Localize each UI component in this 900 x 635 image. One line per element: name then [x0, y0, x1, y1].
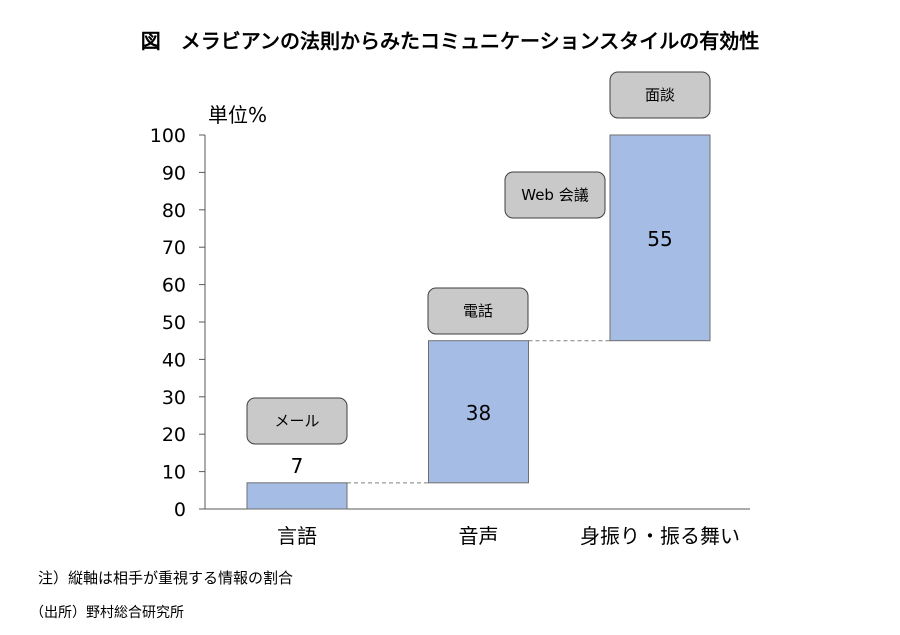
bar-1 — [246, 482, 348, 510]
y-tick-label: 50 — [162, 312, 186, 334]
data-label: 38 — [466, 401, 491, 425]
annotation-box: 電話 — [427, 287, 529, 335]
category-label: 身振り・振る舞い — [580, 524, 740, 548]
data-label: 55 — [647, 227, 672, 251]
annotation-label: 電話 — [463, 302, 493, 320]
annotation-label: Web 会議 — [521, 186, 588, 204]
data-labels: 7 38 55 — [291, 227, 673, 478]
bar-2 — [428, 340, 529, 484]
bars — [246, 134, 711, 510]
annotation-label: 面談 — [645, 86, 675, 104]
category-label: 言語 — [277, 524, 317, 548]
y-tick-label: 40 — [162, 349, 186, 371]
y-axis-ticks: 0 10 20 30 40 50 60 70 80 90 100 — [150, 125, 205, 521]
y-tick-label: 20 — [162, 424, 186, 446]
data-label: 7 — [291, 454, 304, 478]
annotation-box-background — [504, 171, 606, 219]
y-axis-label: 単位% — [208, 103, 267, 127]
annotation-label: メール — [274, 412, 319, 430]
source-note: （出所）野村総合研究所 — [30, 605, 184, 621]
annotation-boxes: メール 電話 Web 会議 面談 — [246, 71, 711, 445]
y-tick-label: 60 — [162, 275, 186, 297]
y-tick-label: 70 — [162, 237, 186, 259]
y-tick-label: 30 — [162, 387, 186, 409]
annotation-box-background — [427, 287, 529, 335]
chart-title: 図 メラビアンの法則からみたコミュニケーションスタイルの有効性 — [141, 29, 759, 53]
x-axis-category-labels: 言語 音声 身振り・振る舞い — [277, 524, 740, 548]
annotation-box: メール — [246, 397, 348, 445]
annotation-box-background — [246, 397, 348, 445]
y-tick-label: 0 — [174, 499, 186, 521]
y-tick-label: 80 — [162, 200, 186, 222]
y-tick-label: 10 — [162, 462, 186, 484]
footnote: 注）縦軸は相手が重視する情報の割合 — [38, 569, 293, 587]
annotation-box: Web 会議 — [504, 171, 606, 219]
y-tick-label: 90 — [162, 162, 186, 184]
bar-3 — [609, 134, 711, 342]
annotation-box: 面談 — [609, 71, 711, 119]
category-label: 音声 — [459, 524, 499, 548]
y-tick-label: 100 — [150, 125, 186, 147]
annotation-box-background — [609, 71, 711, 119]
